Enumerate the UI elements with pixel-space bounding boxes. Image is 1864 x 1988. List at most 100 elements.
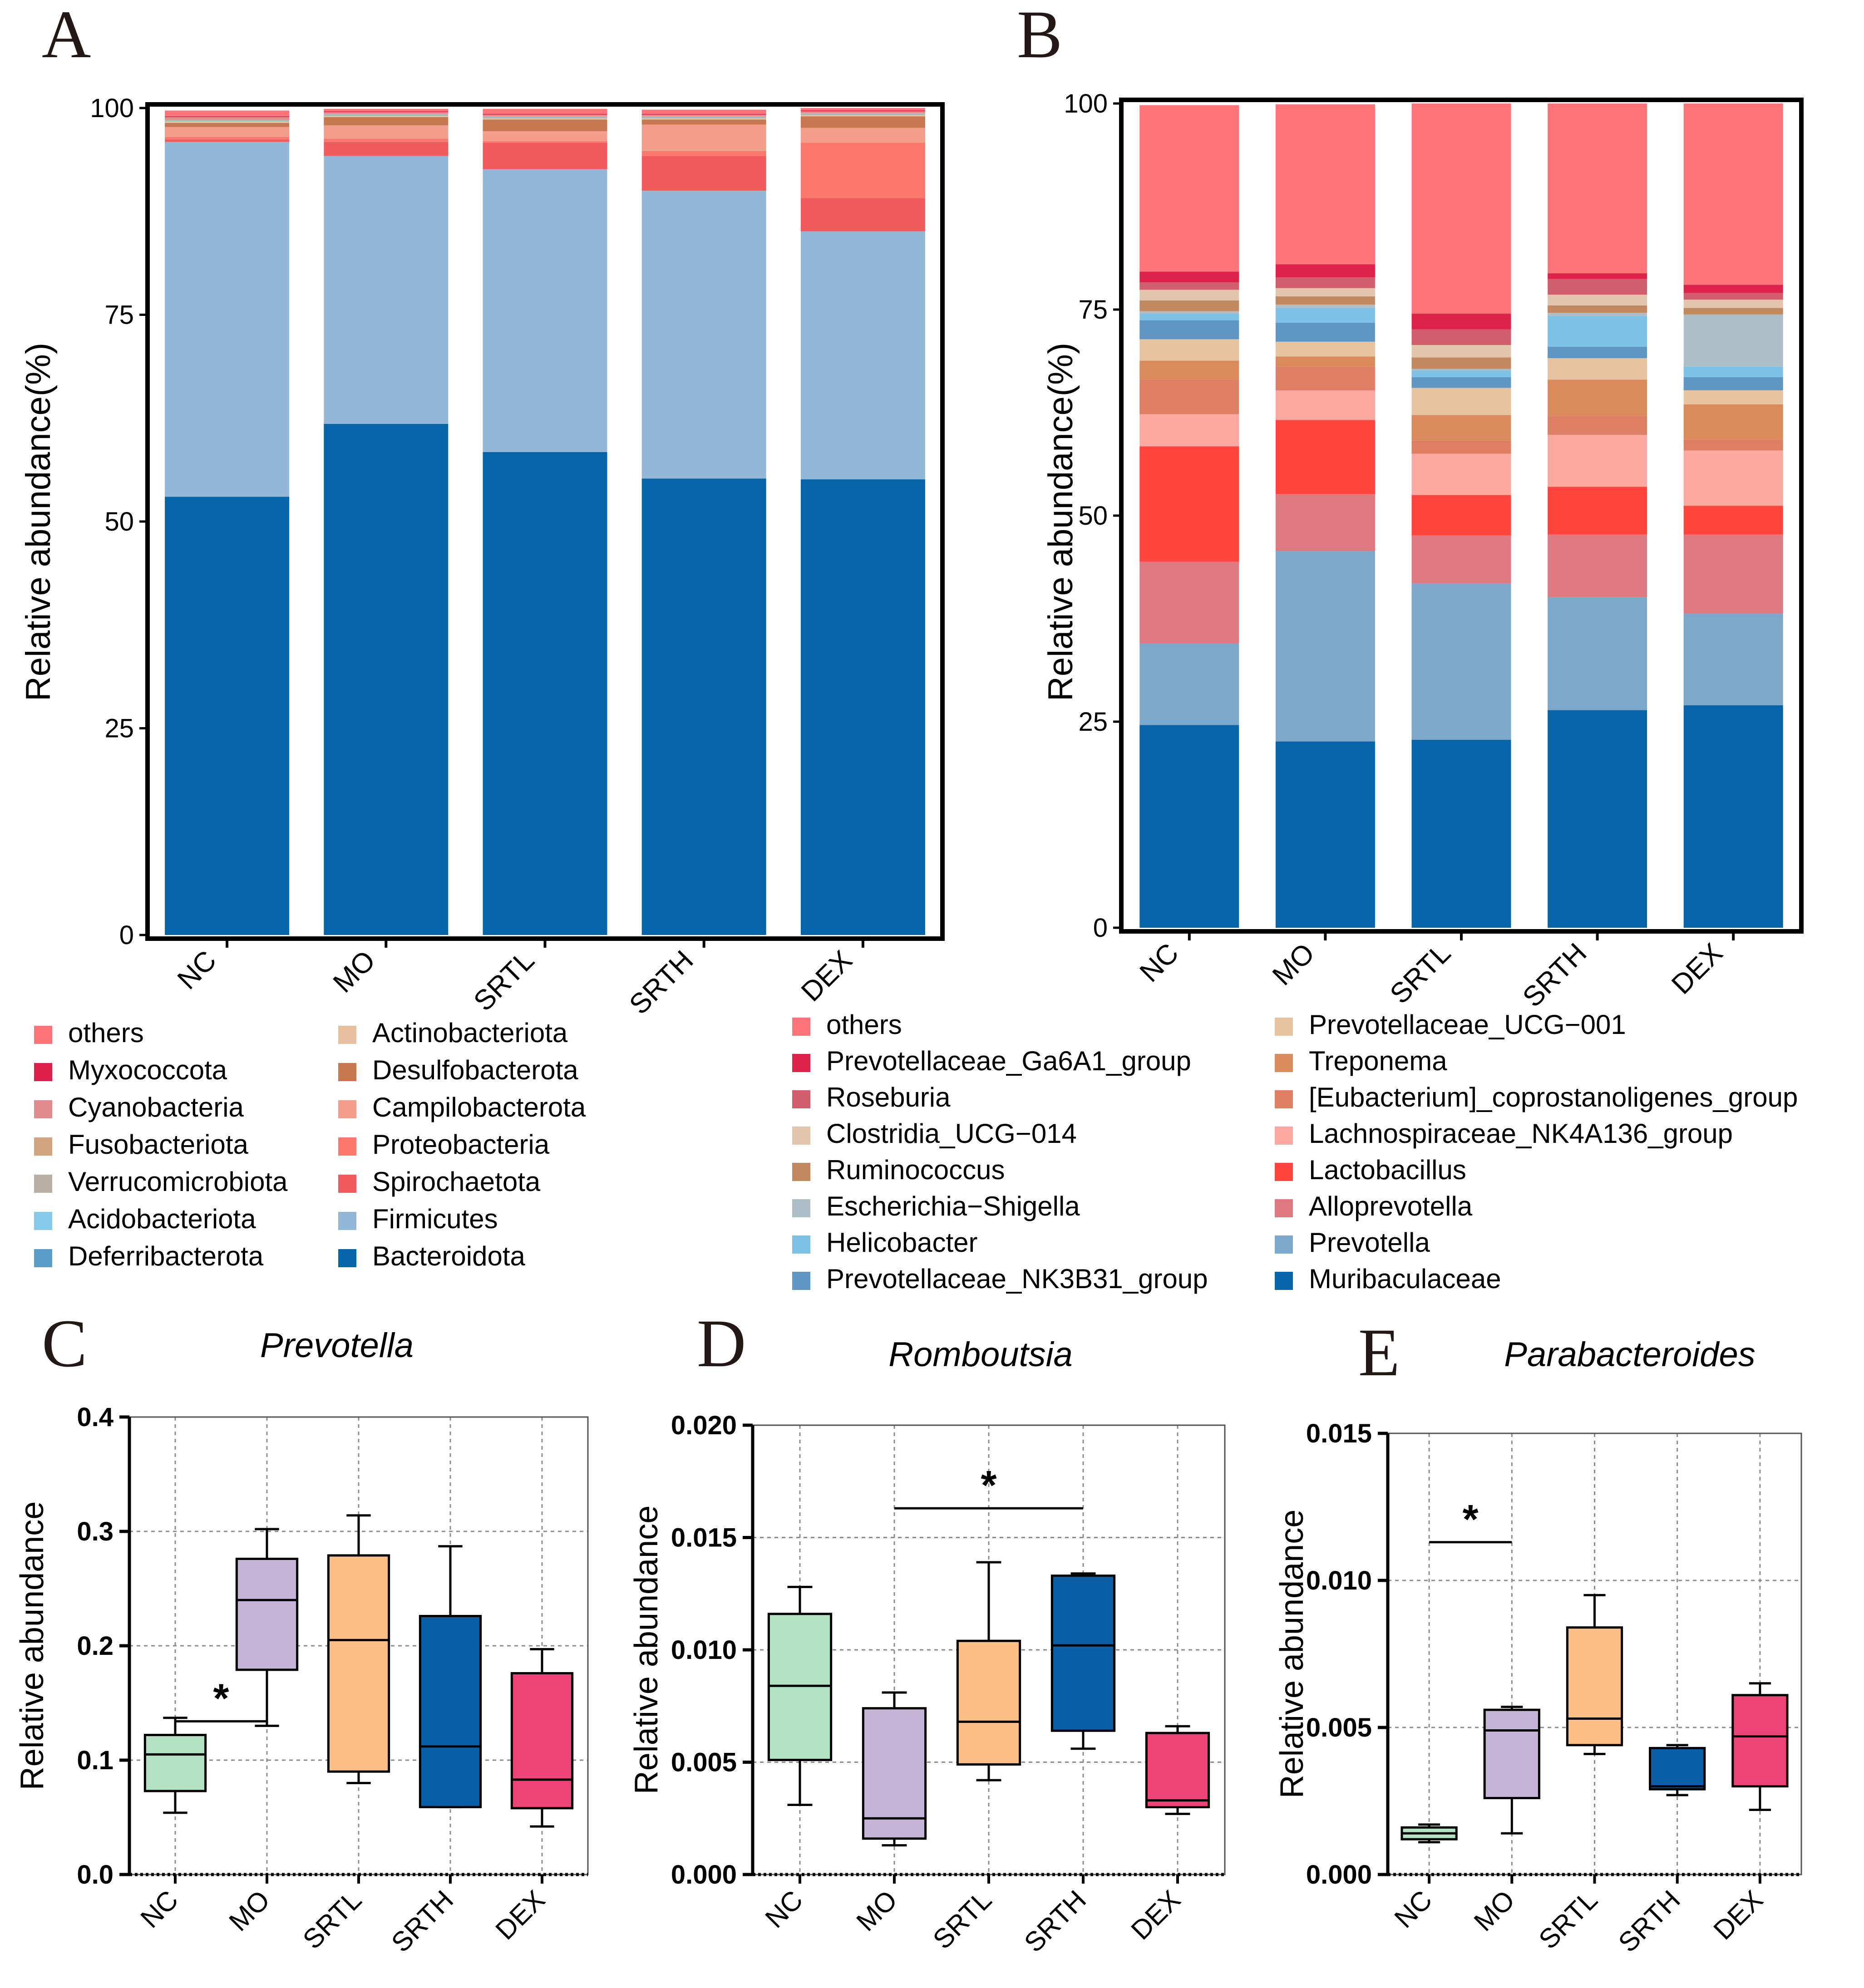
bar-segment	[483, 169, 607, 452]
box-plot-d: Romboutsia 0.000 0.005 0.010 0.015 0.020 Relat…	[628, 1335, 1226, 1958]
legend-label: Clostridia_UCG−014	[826, 1118, 1077, 1149]
box-srth	[1649, 1744, 1706, 1796]
legend-swatch	[338, 1249, 356, 1267]
bar-segment	[1139, 311, 1239, 314]
bar-segment	[641, 156, 766, 191]
bar-segment	[1548, 346, 1647, 359]
bar-segment	[1275, 551, 1375, 742]
x-tick-label: DEX	[1125, 1885, 1187, 1946]
box-nc	[767, 1585, 833, 1806]
box-srtl	[327, 1514, 390, 1784]
bar-segment	[1548, 279, 1647, 295]
bar-segment	[165, 127, 290, 137]
box-srth	[419, 1545, 482, 1808]
bar-segment	[1411, 453, 1511, 495]
legend: others Prevotellaceae_Ga6A1_group Roseburi…	[792, 1009, 1798, 1294]
y-tick-label: 0.015	[671, 1523, 737, 1553]
bar-segment	[1548, 487, 1647, 535]
x-tick-label: SRTH	[1517, 937, 1593, 1013]
bar-segment	[641, 478, 766, 935]
legend-swatch	[338, 1137, 356, 1156]
bar-segment	[1411, 415, 1511, 441]
bar-segment	[1139, 725, 1239, 928]
legend-swatch	[792, 1163, 810, 1181]
y-tick-label: 75	[104, 300, 134, 330]
bar-segment	[1548, 103, 1647, 274]
bar-segment	[641, 114, 766, 117]
bar-segment	[1275, 741, 1375, 928]
box-iqr	[327, 1554, 390, 1773]
bar-segment	[1548, 710, 1647, 928]
bar-segment	[1411, 329, 1511, 345]
legend-swatch	[1275, 1090, 1293, 1108]
legend-swatch	[34, 1249, 52, 1267]
y-tick-label: 25	[1078, 707, 1108, 737]
bar-segment	[1683, 377, 1783, 390]
legend-swatch	[792, 1054, 810, 1072]
bar-segment	[1411, 103, 1511, 314]
legend-swatch	[338, 1100, 356, 1118]
bar-segment	[483, 131, 607, 141]
x-tick-label: MO	[327, 945, 381, 999]
bar-segment	[1683, 314, 1783, 367]
legend-swatch	[338, 1063, 356, 1081]
panel-c: C Prevotella 0.0 0.1 0.2 0.3 0.4 Relative abun…	[14, 1306, 589, 1958]
y-tick-label: 0	[119, 920, 134, 950]
significance-star: *	[1463, 1497, 1479, 1542]
bar-segment	[1275, 288, 1375, 296]
y-tick-label: 0.020	[671, 1411, 737, 1440]
bar-segment	[1683, 450, 1783, 506]
bar-segment	[165, 139, 290, 142]
bar-segment	[324, 108, 449, 112]
y-tick-label: 0.000	[1306, 1860, 1372, 1890]
bar-segment	[1139, 339, 1239, 361]
bar-segment	[1275, 341, 1375, 357]
legend-label: others	[826, 1009, 902, 1040]
bar-segment	[1683, 285, 1783, 293]
legend-label: Prevotellaceae_Ga6A1_group	[826, 1046, 1191, 1076]
y-tick-label: 25	[104, 714, 134, 743]
legend-label: Prevotella	[1309, 1227, 1430, 1258]
y-tick-label: 0.010	[1306, 1566, 1372, 1595]
x-tick-label: SRTL	[297, 1885, 367, 1955]
x-tick-label: MO	[223, 1885, 276, 1937]
chart-title: Prevotella	[260, 1326, 414, 1365]
box-mo	[862, 1691, 927, 1847]
panel-d-letter: D	[697, 1306, 746, 1381]
y-tick-label: 0.4	[77, 1402, 113, 1432]
x-tick-label: NC	[1389, 1885, 1438, 1934]
bar-segment	[1683, 506, 1783, 535]
box-iqr	[1649, 1747, 1706, 1791]
legend-label: Lachnospiraceae_NK4A136_group	[1309, 1118, 1733, 1149]
y-tick-label: 0.2	[77, 1631, 113, 1661]
bar-segment	[165, 121, 290, 123]
y-tick-label: 100	[90, 93, 134, 123]
bar-segment	[1139, 414, 1239, 447]
legend-label: Fusobacteriota	[68, 1129, 249, 1160]
bar-segment	[1683, 705, 1783, 928]
y-tick-label: 0	[1093, 913, 1108, 943]
bar-segment	[165, 117, 290, 120]
legend-label: Escherichia−Shigella	[826, 1191, 1080, 1221]
y-tick-label: 0.010	[671, 1635, 737, 1665]
bar-segment	[1683, 366, 1783, 377]
y-tick-label: 0.3	[77, 1517, 113, 1546]
legend-swatch	[1275, 1054, 1293, 1072]
legend-swatch	[1275, 1272, 1293, 1290]
significance-star: *	[213, 1676, 229, 1721]
legend-label: Alloprevotella	[1309, 1191, 1473, 1221]
box-mo	[235, 1528, 299, 1727]
legend-swatch	[338, 1026, 356, 1044]
bar-segment	[324, 156, 449, 424]
bar-segment	[483, 114, 607, 117]
legend-label: Prevotellaceae_UCG−001	[1309, 1009, 1626, 1040]
bar-segment	[324, 142, 449, 156]
bar-segment	[1275, 305, 1375, 308]
bar-segment	[1411, 369, 1511, 371]
bar-segment	[1139, 271, 1239, 283]
bar-segment	[641, 191, 766, 479]
box-dex	[510, 1648, 574, 1828]
x-tick-label: SRTL	[468, 945, 540, 1017]
legend-label: Acidobacteriota	[68, 1204, 256, 1234]
bar-segment	[1548, 416, 1647, 435]
